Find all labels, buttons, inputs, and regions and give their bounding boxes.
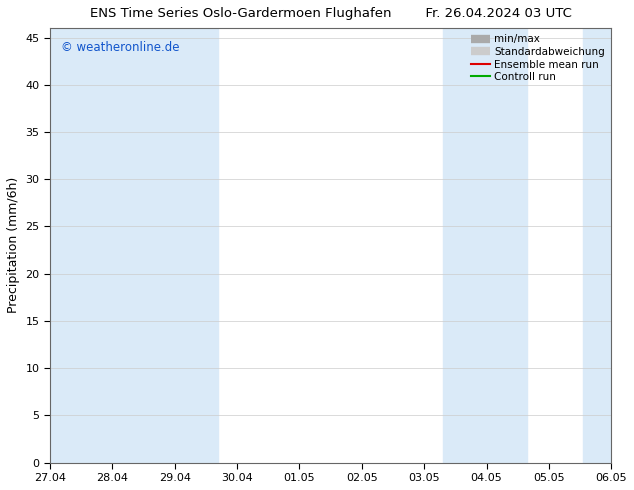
Y-axis label: Precipitation (mm/6h): Precipitation (mm/6h) xyxy=(7,177,20,314)
Bar xyxy=(583,28,611,463)
Bar xyxy=(162,28,218,463)
Title: ENS Time Series Oslo-Gardermoen Flughafen        Fr. 26.04.2024 03 UTC: ENS Time Series Oslo-Gardermoen Flughafe… xyxy=(89,7,572,20)
Legend: min/max, Standardabweichung, Ensemble mean run, Controll run: min/max, Standardabweichung, Ensemble me… xyxy=(467,30,609,86)
Bar xyxy=(443,28,527,463)
Bar xyxy=(50,28,162,463)
Text: © weatheronline.de: © weatheronline.de xyxy=(61,41,180,54)
